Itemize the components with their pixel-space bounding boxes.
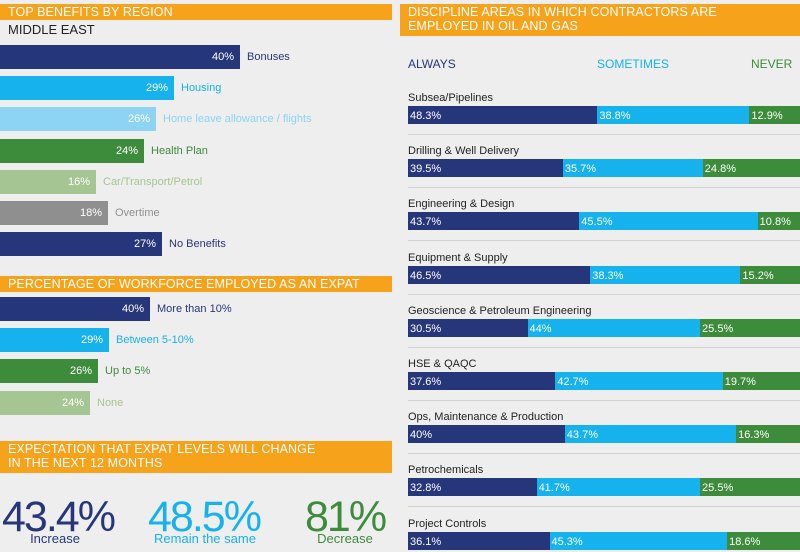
workforce-bar: 40% bbox=[0, 297, 150, 321]
discipline-label: Ops, Maintenance & Production bbox=[408, 411, 564, 424]
disciplines-title-line1: DISCIPLINE AREAS IN WHICH CONTRACTORS AR… bbox=[408, 5, 717, 19]
benefit-label: Overtime bbox=[115, 207, 160, 219]
discipline-seg-sometimes: 38.8% bbox=[597, 106, 750, 124]
discipline-divider bbox=[408, 400, 800, 401]
stat-remain-caption: Remain the same bbox=[154, 531, 256, 546]
benefit-bar: 26% bbox=[0, 107, 156, 132]
discipline-label: Petrochemicals bbox=[408, 464, 484, 477]
workforce-label: Between 5-10% bbox=[116, 334, 194, 347]
stat-remain-value: 48.5% bbox=[148, 493, 262, 541]
benefit-bar: 27% bbox=[0, 232, 162, 257]
discipline-seg-always: 46.5% bbox=[408, 265, 591, 284]
workforce-label: None bbox=[97, 396, 124, 409]
benefits-header: TOP BENEFITS BY REGION bbox=[0, 4, 392, 20]
benefit-bar: 16% bbox=[0, 169, 96, 194]
region-label: MIDDLE EAST bbox=[8, 22, 95, 37]
discipline-label: Drilling & Well Delivery bbox=[408, 145, 520, 158]
benefit-label: Health Plan bbox=[151, 144, 208, 157]
expectation-title-line1: EXPECTATION THAT EXPAT LEVELS WILL CHANG… bbox=[8, 442, 316, 456]
discipline-seg-never: 12.9% bbox=[749, 106, 800, 124]
benefit-label: Car/Transport/Petrol bbox=[103, 175, 203, 188]
discipline-seg-never: 16.3% bbox=[736, 425, 800, 444]
discipline-seg-always: 36.1% bbox=[408, 531, 550, 550]
discipline-seg-sometimes: 43.7% bbox=[564, 425, 737, 444]
discipline-divider bbox=[408, 346, 800, 348]
discipline-seg-always: 32.8% bbox=[408, 478, 537, 497]
discipline-label: Subsea/Pipelines bbox=[408, 92, 494, 104]
expectation-title-line2: IN THE NEXT 12 MONTHS bbox=[8, 456, 163, 470]
discipline-label: Geoscience & Petroleum Engineering bbox=[408, 304, 592, 317]
discipline-label: Project Controls bbox=[408, 517, 487, 530]
benefit-bar: 18% bbox=[0, 201, 108, 225]
column-always: ALWAYS bbox=[408, 57, 456, 71]
workforce-header: PERCENTAGE OF WORKFORCE EMPLOYED AS AN E… bbox=[0, 276, 392, 292]
discipline-seg-never: 10.8% bbox=[757, 212, 800, 231]
discipline-label: Engineering & Design bbox=[408, 198, 515, 211]
workforce-label: More than 10% bbox=[157, 303, 232, 315]
discipline-divider bbox=[408, 506, 800, 508]
stat-decrease-value: 81% bbox=[305, 493, 387, 541]
discipline-seg-sometimes: 44% bbox=[527, 318, 701, 337]
workforce-bar: 29% bbox=[0, 328, 109, 353]
discipline-seg-never: 19.7% bbox=[722, 372, 800, 390]
discipline-seg-sometimes: 38.3% bbox=[590, 265, 741, 284]
discipline-seg-always: 40% bbox=[408, 425, 565, 444]
discipline-seg-sometimes: 45.5% bbox=[579, 212, 758, 231]
discipline-seg-sometimes: 35.7% bbox=[562, 159, 703, 178]
discipline-label: HSE & QAQC bbox=[408, 358, 477, 370]
column-sometimes: SOMETIMES bbox=[597, 57, 670, 71]
benefit-label: Home leave allowance / flights bbox=[163, 113, 312, 126]
discipline-seg-always: 43.7% bbox=[408, 212, 580, 231]
discipline-seg-never: 15.2% bbox=[740, 265, 800, 284]
left-panel: TOP BENEFITS BY REGION MIDDLE EAST 40% Bo… bbox=[0, 0, 392, 550]
column-never: NEVER bbox=[751, 57, 793, 71]
stat-decrease-caption: Decrease bbox=[317, 531, 373, 546]
discipline-seg-never: 18.6% bbox=[727, 531, 800, 550]
benefit-bar: 24% bbox=[0, 138, 144, 163]
discipline-divider bbox=[408, 134, 800, 135]
benefit-label: Bonuses bbox=[247, 51, 290, 63]
stat-increase-value: 43.4% bbox=[2, 493, 116, 541]
discipline-divider bbox=[408, 293, 800, 295]
workforce-bar: 26% bbox=[0, 359, 98, 384]
expectation-header: EXPECTATION THAT EXPAT LEVELS WILL CHANG… bbox=[0, 441, 392, 473]
discipline-divider bbox=[408, 240, 800, 242]
benefit-bar: 40% bbox=[0, 45, 240, 69]
workforce-label: Up to 5% bbox=[105, 365, 151, 378]
discipline-seg-never: 25.5% bbox=[700, 318, 800, 337]
discipline-label: Equipment & Supply bbox=[408, 251, 508, 264]
discipline-seg-sometimes: 41.7% bbox=[536, 478, 701, 497]
benefit-bar: 29% bbox=[0, 76, 174, 101]
discipline-divider bbox=[408, 187, 800, 189]
discipline-seg-sometimes: 42.7% bbox=[555, 372, 723, 390]
discipline-seg-always: 37.6% bbox=[408, 372, 556, 390]
disciplines-header: DISCIPLINE AREAS IN WHICH CONTRACTORS AR… bbox=[400, 4, 800, 36]
discipline-seg-never: 24.8% bbox=[702, 159, 800, 178]
discipline-seg-always: 39.5% bbox=[408, 159, 563, 178]
discipline-seg-sometimes: 45.3% bbox=[549, 531, 728, 550]
discipline-seg-never: 25.5% bbox=[700, 478, 800, 497]
discipline-divider bbox=[408, 453, 800, 455]
benefit-label: No Benefits bbox=[169, 238, 226, 251]
disciplines-title-line2: EMPLOYED IN OIL AND GAS bbox=[408, 19, 578, 33]
workforce-bar: 24% bbox=[0, 390, 90, 415]
discipline-seg-always: 30.5% bbox=[408, 318, 528, 337]
discipline-seg-always: 48.3% bbox=[408, 106, 598, 124]
benefit-label: Housing bbox=[181, 82, 222, 95]
stat-increase-caption: Increase bbox=[30, 531, 80, 546]
